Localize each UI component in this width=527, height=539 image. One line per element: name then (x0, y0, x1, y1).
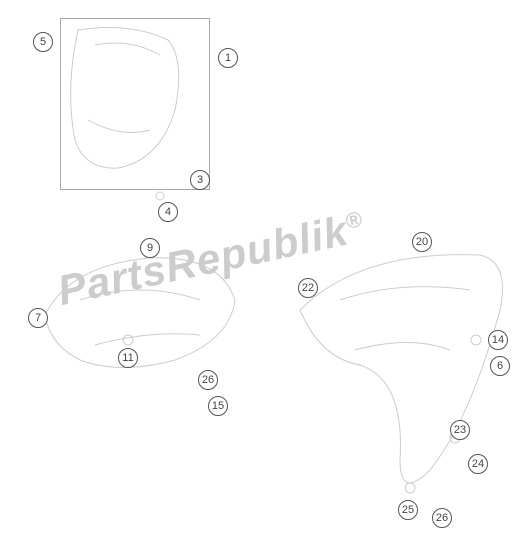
callout-3[interactable]: 3 (190, 170, 210, 190)
callout-5[interactable]: 5 (33, 32, 53, 52)
callout-1[interactable]: 1 (218, 48, 238, 68)
hardware-icon (156, 192, 164, 200)
callout-20[interactable]: 20 (412, 232, 432, 252)
hardware-icon (405, 483, 415, 493)
callout-6[interactable]: 6 (490, 356, 510, 376)
callout-11[interactable]: 11 (118, 348, 138, 368)
callout-22[interactable]: 22 (298, 278, 318, 298)
hardware-dots (0, 0, 527, 539)
hardware-icon (471, 335, 481, 345)
callout-9[interactable]: 9 (140, 238, 160, 258)
callout-4[interactable]: 4 (158, 202, 178, 222)
callout-26[interactable]: 26 (198, 370, 218, 390)
callout-7[interactable]: 7 (28, 308, 48, 328)
callout-14[interactable]: 14 (488, 330, 508, 350)
callout-23[interactable]: 23 (450, 420, 470, 440)
callout-24[interactable]: 24 (468, 454, 488, 474)
hardware-icon (123, 335, 133, 345)
callout-26[interactable]: 26 (432, 508, 452, 528)
callout-25[interactable]: 25 (398, 500, 418, 520)
callout-15[interactable]: 15 (208, 396, 228, 416)
